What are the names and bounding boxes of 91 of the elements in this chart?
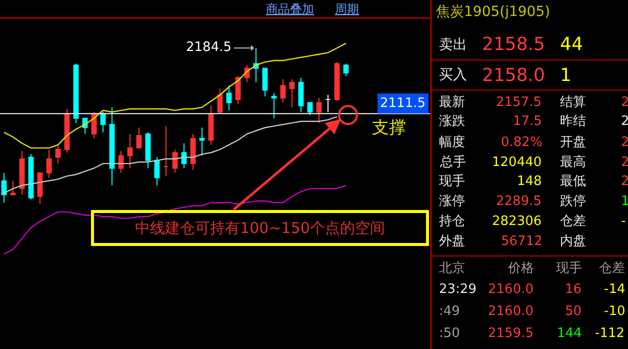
text: 2158.5 xyxy=(482,34,545,55)
candlestick xyxy=(37,172,43,205)
candlestick xyxy=(55,144,61,164)
text: 支撑 xyxy=(372,118,406,138)
text: 外盘 xyxy=(439,234,465,249)
text: -112 xyxy=(595,326,625,341)
text: 内盘 xyxy=(560,234,586,249)
text: 幅度 xyxy=(439,134,465,150)
candlestick xyxy=(334,62,340,102)
text: 148 xyxy=(517,174,542,189)
text: 16 xyxy=(565,282,582,297)
text: 2158.0 xyxy=(482,65,545,86)
text: 44 xyxy=(560,34,583,55)
text: 2 xyxy=(621,95,628,110)
text: 144 xyxy=(557,326,582,341)
candlestick xyxy=(145,132,151,169)
text: 开盘 xyxy=(560,135,586,150)
candlestick xyxy=(199,127,205,156)
text: 跌停 xyxy=(560,194,586,209)
text: 商品叠加 xyxy=(266,2,314,16)
text: 昨结 xyxy=(560,114,586,129)
text: 仓差 xyxy=(599,261,625,276)
candlestick xyxy=(1,172,7,204)
text: 120440 xyxy=(492,155,542,170)
candlestick xyxy=(298,77,304,113)
text: 282306 xyxy=(492,214,542,229)
text: 仓差 xyxy=(560,214,586,229)
text: :49 xyxy=(439,304,460,319)
text: -14 xyxy=(604,282,626,297)
candlestick xyxy=(118,150,124,174)
text: 周期 xyxy=(335,2,359,16)
text: 焦炭1905(j1905) xyxy=(436,4,550,20)
text: 2289.5 xyxy=(496,194,542,209)
text: 现手 xyxy=(556,261,582,276)
text: 2159.5 xyxy=(488,326,534,341)
text: 价格 xyxy=(507,261,534,276)
text: 中线建仓可持有100~150个点的空间 xyxy=(135,219,385,237)
candlestick xyxy=(190,133,196,170)
text: 最高 xyxy=(560,154,586,170)
candlestick xyxy=(10,180,16,196)
candlestick xyxy=(343,63,349,77)
annotation: 2184.5 xyxy=(186,40,232,55)
candlestick xyxy=(316,97,322,124)
text: 持仓 xyxy=(439,214,465,229)
text: 2 xyxy=(621,135,628,150)
text: 涨跌 xyxy=(439,114,465,129)
text: 买入 xyxy=(439,67,467,83)
text: 结算 xyxy=(560,95,586,110)
text: 2160.0 xyxy=(488,304,534,319)
text: 0.82% xyxy=(501,135,542,150)
text: -10 xyxy=(604,304,626,319)
text: 23:29 xyxy=(439,282,476,297)
text: 2 xyxy=(621,155,628,170)
candlestick xyxy=(181,142,187,169)
candlestick xyxy=(253,47,259,83)
text: 17.5 xyxy=(513,114,542,129)
text: 2 xyxy=(621,174,628,189)
text: 卖出 xyxy=(439,37,467,53)
text: 2157.5 xyxy=(496,95,542,110)
candlestick xyxy=(109,106,115,186)
candlestick xyxy=(208,105,214,146)
candlestick xyxy=(289,78,295,108)
candlestick xyxy=(226,84,232,111)
text: 2160.0 xyxy=(488,282,534,297)
text: 总手 xyxy=(439,155,466,170)
candlestick xyxy=(19,150,25,196)
text: 2111.5 xyxy=(380,96,426,111)
candlestick xyxy=(46,148,52,178)
candlestick xyxy=(262,68,268,97)
text: :50 xyxy=(439,326,460,341)
candlestick xyxy=(154,156,160,186)
text: 最新 xyxy=(439,95,465,110)
candlestick xyxy=(28,154,34,200)
candlestick xyxy=(307,102,313,116)
text: 北京 xyxy=(439,261,465,276)
text: 现手 xyxy=(439,174,465,189)
candlestick xyxy=(280,78,286,104)
candlestick xyxy=(163,126,169,177)
candlestick xyxy=(73,63,79,124)
text: 1 xyxy=(621,194,628,209)
text: 50 xyxy=(565,304,582,319)
text: 涨停 xyxy=(439,194,465,209)
candlestick xyxy=(127,133,133,169)
candlestick xyxy=(271,92,277,119)
text: 1 xyxy=(560,65,572,86)
text: - xyxy=(621,214,626,229)
candlestick xyxy=(100,112,106,133)
text: 最低 xyxy=(560,174,586,189)
text: 56712 xyxy=(501,234,542,249)
text: 2 xyxy=(621,114,628,129)
candlestick xyxy=(136,127,142,148)
